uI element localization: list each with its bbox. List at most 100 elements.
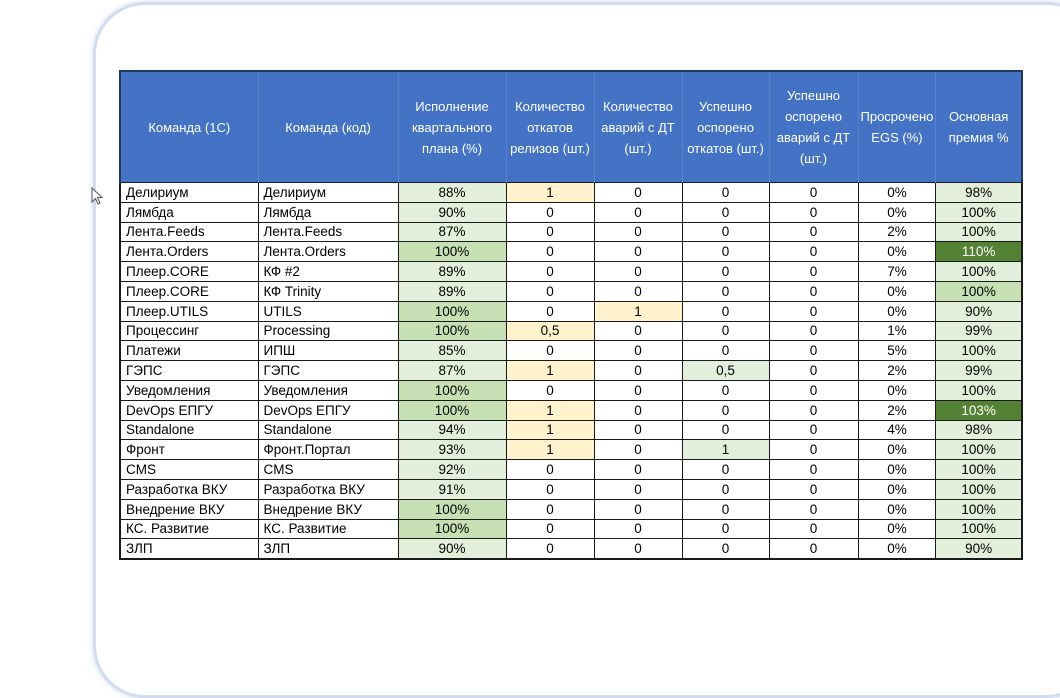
- table-cell[interactable]: 100%: [397, 399, 507, 421]
- table-cell[interactable]: 0%: [857, 182, 937, 203]
- column-header-5[interactable]: Успешно оспорено откатов (шт.): [681, 70, 769, 183]
- table-cell[interactable]: 100%: [397, 379, 507, 401]
- table-cell[interactable]: 90%: [397, 201, 507, 223]
- table-cell[interactable]: 0%: [857, 300, 937, 322]
- table-cell[interactable]: ЗЛП: [119, 538, 259, 561]
- table-cell[interactable]: 91%: [397, 478, 507, 500]
- table-cell[interactable]: 0: [505, 300, 595, 322]
- table-cell[interactable]: 0%: [857, 201, 937, 223]
- table-cell[interactable]: 100%: [935, 459, 1023, 480]
- table-cell[interactable]: 110%: [935, 241, 1023, 263]
- table-cell[interactable]: CMS: [119, 459, 259, 480]
- table-cell[interactable]: 0: [505, 379, 595, 401]
- table-cell[interactable]: КФ #2: [257, 261, 399, 282]
- table-cell[interactable]: 0: [593, 478, 683, 500]
- table-cell[interactable]: 0: [593, 459, 683, 480]
- table-cell[interactable]: ГЭПС: [119, 360, 259, 381]
- table-cell[interactable]: 100%: [397, 241, 507, 263]
- column-header-7[interactable]: Просрочено EGS (%): [857, 70, 936, 183]
- table-cell[interactable]: 0: [593, 538, 683, 561]
- table-cell[interactable]: 0: [505, 221, 595, 243]
- table-cell[interactable]: 0: [768, 280, 859, 302]
- table-cell[interactable]: Внедрение ВКУ: [119, 498, 259, 520]
- table-cell[interactable]: Плеер.UTILS: [119, 300, 259, 322]
- table-cell[interactable]: ЗЛП: [257, 538, 399, 561]
- table-cell[interactable]: 2%: [857, 360, 937, 381]
- table-cell[interactable]: 0: [768, 221, 859, 243]
- table-cell[interactable]: Фронт: [119, 439, 259, 461]
- table-cell[interactable]: 0: [768, 478, 859, 500]
- table-cell[interactable]: 0%: [857, 241, 937, 263]
- table-cell[interactable]: Лента.Feeds: [119, 221, 259, 243]
- table-cell[interactable]: 0%: [857, 478, 937, 500]
- table-cell[interactable]: 90%: [397, 538, 507, 561]
- table-cell[interactable]: 103%: [935, 399, 1023, 421]
- table-cell[interactable]: 100%: [935, 518, 1023, 540]
- table-cell[interactable]: ИПШ: [257, 340, 399, 362]
- table-cell[interactable]: 0: [593, 498, 683, 520]
- table-cell[interactable]: 85%: [397, 340, 507, 362]
- table-cell[interactable]: 0: [505, 201, 595, 223]
- table-cell[interactable]: 7%: [857, 261, 937, 282]
- table-cell[interactable]: 0: [681, 300, 770, 322]
- table-cell[interactable]: 0: [505, 498, 595, 520]
- table-cell[interactable]: 0: [681, 459, 770, 480]
- table-cell[interactable]: 0: [681, 518, 770, 540]
- table-cell[interactable]: 100%: [935, 201, 1023, 223]
- table-cell[interactable]: 0: [768, 340, 859, 362]
- table-cell[interactable]: 2%: [857, 221, 937, 243]
- table-cell[interactable]: 0: [768, 379, 859, 401]
- table-cell[interactable]: 0: [593, 261, 683, 282]
- table-cell[interactable]: 0,5: [681, 360, 770, 381]
- column-header-4[interactable]: Количество аварий с ДТ (шт.): [593, 70, 682, 183]
- table-cell[interactable]: Разработка ВКУ: [257, 478, 399, 500]
- table-cell[interactable]: 0: [505, 241, 595, 263]
- table-cell[interactable]: 0: [593, 399, 683, 421]
- table-cell[interactable]: 0: [768, 300, 859, 322]
- table-cell[interactable]: 0: [768, 439, 859, 461]
- table-cell[interactable]: Уведомления: [119, 379, 259, 401]
- table-cell[interactable]: 1: [505, 182, 595, 203]
- table-cell[interactable]: 1: [505, 439, 595, 461]
- table-cell[interactable]: 0: [768, 360, 859, 381]
- table-cell[interactable]: 0: [768, 538, 859, 561]
- table-cell[interactable]: 0: [768, 182, 859, 203]
- table-cell[interactable]: 0%: [857, 538, 937, 561]
- table-cell[interactable]: 94%: [397, 419, 507, 441]
- table-cell[interactable]: Фронт.Портал: [257, 439, 399, 461]
- table-cell[interactable]: 1: [681, 439, 770, 461]
- table-cell[interactable]: Лямбда: [257, 201, 399, 223]
- table-cell[interactable]: 0%: [857, 518, 937, 540]
- table-cell[interactable]: 100%: [397, 498, 507, 520]
- table-cell[interactable]: 100%: [935, 280, 1023, 302]
- table-cell[interactable]: 4%: [857, 419, 937, 441]
- table-cell[interactable]: 0: [593, 280, 683, 302]
- table-cell[interactable]: КС. Развитие: [119, 518, 259, 540]
- table-cell[interactable]: DevOps ЕПГУ: [119, 399, 259, 421]
- table-cell[interactable]: 0: [681, 320, 770, 342]
- table-cell[interactable]: 99%: [935, 320, 1023, 342]
- table-cell[interactable]: DevOps ЕПГУ: [257, 399, 399, 421]
- table-cell[interactable]: 0: [768, 498, 859, 520]
- table-cell[interactable]: Лента.Feeds: [257, 221, 399, 243]
- table-cell[interactable]: 0: [681, 261, 770, 282]
- table-cell[interactable]: ГЭПС: [257, 360, 399, 381]
- table-cell[interactable]: Плеер.CORE: [119, 261, 259, 282]
- table-cell[interactable]: 0%: [857, 379, 937, 401]
- table-cell[interactable]: 0: [593, 439, 683, 461]
- table-cell[interactable]: 0: [768, 518, 859, 540]
- table-cell[interactable]: 0: [681, 241, 770, 263]
- table-cell[interactable]: 90%: [935, 300, 1023, 322]
- table-cell[interactable]: 87%: [397, 221, 507, 243]
- table-cell[interactable]: 89%: [397, 280, 507, 302]
- table-cell[interactable]: 0: [593, 518, 683, 540]
- column-header-3[interactable]: Количество откатов релизов (шт.): [505, 70, 594, 183]
- table-cell[interactable]: 92%: [397, 459, 507, 480]
- table-cell[interactable]: 100%: [935, 498, 1023, 520]
- table-cell[interactable]: 0%: [857, 459, 937, 480]
- table-cell[interactable]: 0: [681, 478, 770, 500]
- table-cell[interactable]: 100%: [397, 300, 507, 322]
- table-cell[interactable]: 5%: [857, 340, 937, 362]
- column-header-8[interactable]: Основная премия %: [935, 70, 1023, 183]
- table-cell[interactable]: 100%: [935, 379, 1023, 401]
